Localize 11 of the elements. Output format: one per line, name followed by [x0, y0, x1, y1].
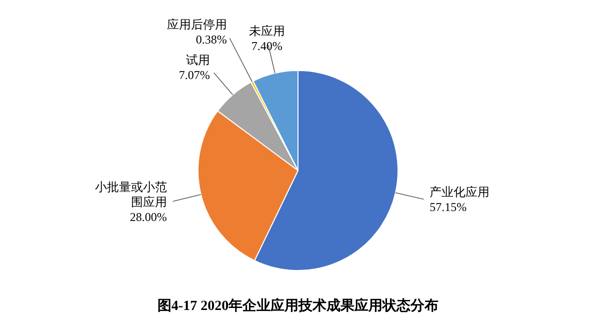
data-label: 7.40%	[251, 38, 282, 53]
slice-label: 试用	[186, 52, 210, 67]
slice-label: 产业化应用	[430, 185, 490, 200]
slice-label: 未应用	[248, 24, 285, 38]
text: 图4-17 2020年企业应用技术成果应用状态分布	[156, 297, 440, 315]
slice-label: 应用后停用	[166, 17, 227, 32]
data-label: 0.38%	[196, 32, 227, 46]
data-label: 57.15%	[430, 200, 467, 214]
data-label: 28.00%	[130, 210, 167, 224]
data-label: 7.07%	[178, 68, 210, 82]
slice-label: 小批量或小范围应用	[94, 180, 167, 209]
